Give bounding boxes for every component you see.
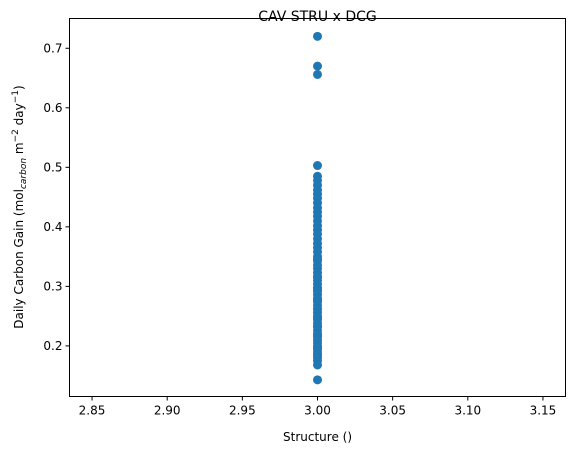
data-point (313, 295, 322, 305)
y-tick-label: 0.7 (43, 41, 62, 55)
x-tick-label: 3.05 (379, 404, 406, 418)
x-tick-label: 2.95 (229, 404, 256, 418)
x-tick-label: 3.00 (304, 404, 331, 418)
data-point (313, 31, 322, 41)
data-points (313, 31, 322, 385)
y-axis-label: Daily Carbon Gain (molcarbon m−2 day−1) (11, 85, 29, 328)
data-point (313, 313, 322, 323)
data-point (313, 284, 322, 294)
y-tick-label: 0.2 (43, 339, 62, 353)
x-tick-label: 3.15 (530, 404, 557, 418)
data-point (313, 304, 322, 314)
x-axis-label: Structure () (283, 430, 352, 444)
x-axis-ticks: 2.85 2.90 2.95 3.00 3.05 3.10 3.15 (79, 396, 557, 418)
data-point (313, 161, 322, 171)
data-point (313, 69, 322, 79)
data-point (313, 331, 322, 341)
data-point (313, 375, 322, 385)
chart-title: CAV STRU x DCG (258, 9, 377, 25)
x-tick-label: 3.10 (454, 404, 481, 418)
data-point (313, 350, 322, 360)
y-axis-ticks: 0.2 0.3 0.4 0.5 0.6 0.7 (43, 41, 70, 353)
data-point (313, 255, 322, 265)
y-tick-label: 0.4 (43, 220, 62, 234)
data-point (313, 61, 322, 71)
data-point (313, 321, 322, 331)
data-point (313, 272, 322, 282)
y-tick-label: 0.6 (43, 101, 62, 115)
x-tick-label: 2.90 (154, 404, 181, 418)
data-point (313, 360, 322, 370)
y-tick-label: 0.5 (43, 160, 62, 174)
data-point (313, 343, 322, 353)
y-tick-label: 0.3 (43, 279, 62, 293)
x-tick-label: 2.85 (79, 404, 106, 418)
